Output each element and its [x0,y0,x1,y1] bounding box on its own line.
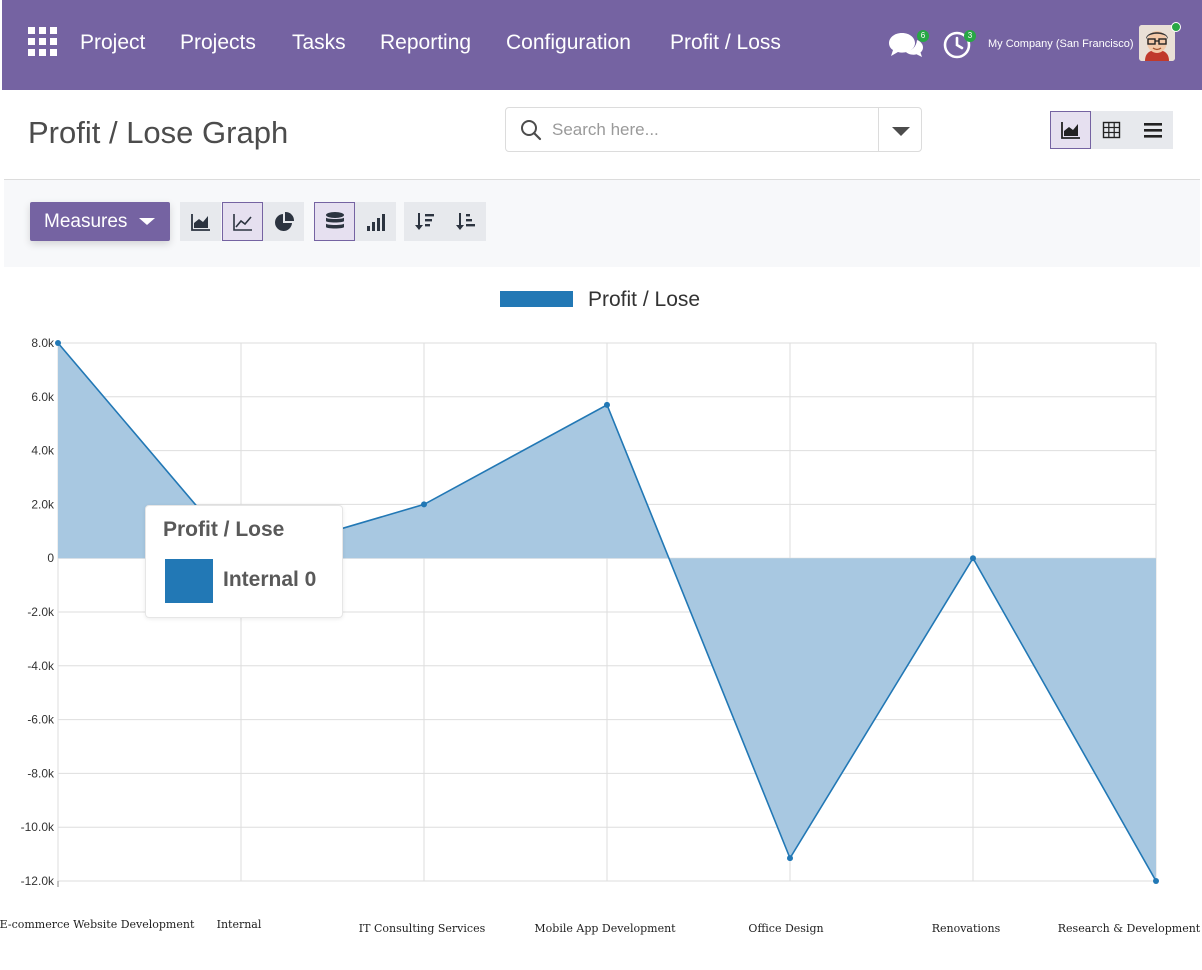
tooltip-title: Profit / Lose [163,518,285,541]
measures-label: Measures [44,211,128,232]
y-tick-label: -10.0k [21,820,55,834]
table-grid-icon [1102,121,1121,139]
messages-icon[interactable]: 6 [887,29,929,59]
tooltip-value: Internal 0 [223,568,317,591]
caret-down-icon [892,127,910,136]
top-navbar: Project Projects Tasks Reporting Configu… [2,0,1202,90]
activities-badge: 3 [964,30,976,42]
app-name-project[interactable]: Project [80,31,146,54]
caret-down-icon [139,218,155,225]
chart-tooltip: Profit / Lose Internal 0 [145,505,343,618]
series-area-fill [58,343,1156,881]
measures-dropdown-button[interactable]: Measures [30,202,170,241]
data-point [787,855,793,862]
sort-descending-icon [414,212,434,230]
pie-chart-mode-button[interactable] [263,202,304,241]
search-options-toggle[interactable] [878,108,923,151]
x-tick-label: Internal [216,918,262,931]
x-tick-label: Renovations [931,922,1001,935]
y-tick-label: -4.0k [27,659,55,673]
search-icon [520,119,542,146]
database-stack-icon [325,211,344,228]
y-tick-label: -2.0k [27,605,55,619]
y-tick-label: -8.0k [27,766,55,780]
sort-ascending-button[interactable] [445,202,486,241]
messages-badge: 6 [917,30,929,42]
menu-reporting[interactable]: Reporting [380,31,472,54]
sort-ascending-icon [455,212,475,230]
search-box [505,107,922,152]
line-chart-mode-button[interactable] [222,202,263,241]
signal-bars-icon [366,213,385,231]
company-switcher[interactable]: My Company (San Francisco) [988,38,1134,50]
x-tick-label: Mobile App Development [534,922,676,935]
y-tick-label: 0 [47,551,54,565]
list-view-button[interactable] [1132,111,1173,149]
x-tick-label: IT Consulting Services [358,922,486,935]
pivot-view-button[interactable] [1091,111,1132,149]
menu-tasks[interactable]: Tasks [292,31,346,54]
data-point [1153,878,1159,884]
data-point [421,501,427,508]
y-tick-label: 4.0k [31,444,55,458]
y-tick-label: -6.0k [27,713,55,727]
apps-menu-icon[interactable] [28,27,58,57]
sort-descending-button[interactable] [404,202,445,241]
area-chart-icon [1061,122,1080,139]
online-status-dot [1171,22,1181,32]
x-tick-label: Office Design [748,922,824,935]
menu-profit-loss[interactable]: Profit / Loss [670,31,781,54]
data-point [55,340,61,346]
tooltip-color-swatch [165,559,213,603]
graph-view-button[interactable] [1050,111,1091,149]
cumulative-toggle-button[interactable] [355,202,396,241]
bar-chart-mode-button[interactable] [180,202,221,241]
page-title: Profit / Lose Graph [28,115,289,150]
pie-chart-icon [274,211,294,231]
list-icon [1144,123,1162,138]
legend-swatch [500,291,573,307]
y-tick-label: -12.0k [21,874,55,888]
y-tick-label: 2.0k [31,497,55,511]
x-tick-label: Research & Development [1057,922,1201,935]
y-tick-label: 8.0k [31,336,55,350]
search-input[interactable] [552,118,872,142]
area-chart-icon [190,213,210,231]
data-point [604,401,610,408]
data-point [970,555,976,562]
menu-configuration[interactable]: Configuration [506,31,631,54]
y-tick-label: 6.0k [31,390,55,404]
user-avatar[interactable] [1139,25,1175,61]
stacked-toggle-button[interactable] [314,202,355,241]
menu-projects[interactable]: Projects [180,31,256,54]
legend-label: Profit / Lose [588,288,700,311]
x-tick-label: E-commerce Website Development [0,918,195,931]
activity-clock-icon[interactable]: 3 [942,29,978,61]
line-chart-icon [232,213,252,231]
